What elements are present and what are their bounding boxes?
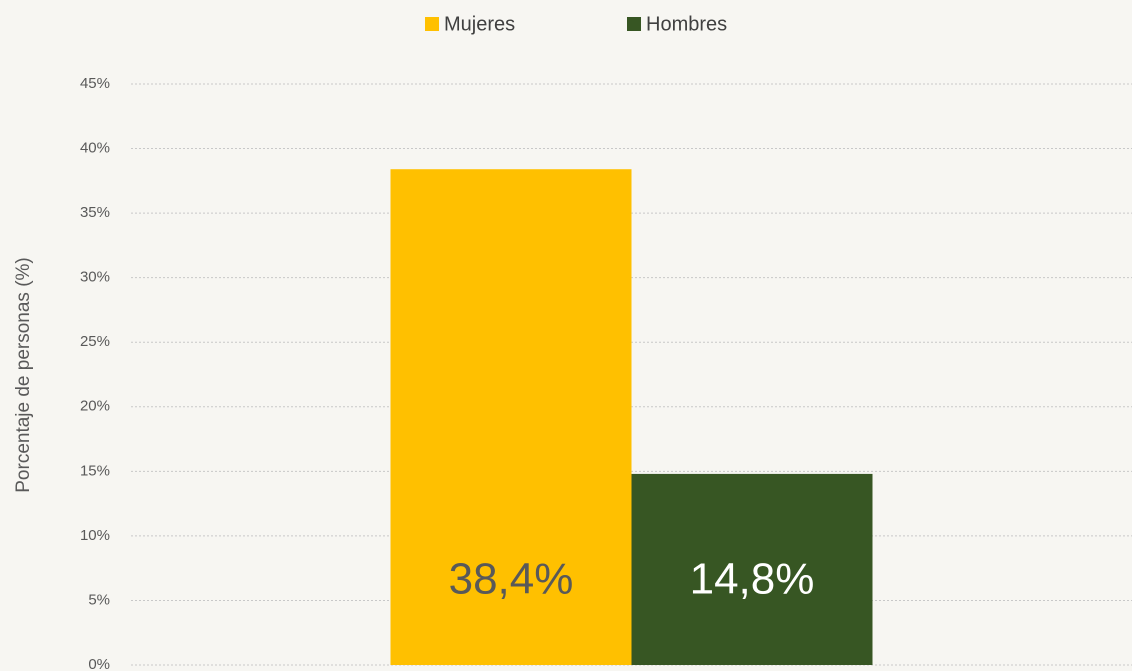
bar — [631, 473, 873, 665]
y-tick-label: 30% — [80, 269, 110, 286]
y-tick-label: 20% — [80, 398, 110, 415]
y-tick-label: 15% — [80, 462, 110, 479]
y-tick-label: 0% — [88, 656, 110, 671]
value-label: 38,4% — [449, 555, 574, 604]
y-axis-label: Porcentaje de personas (%) — [13, 257, 34, 493]
legend-label: Hombres — [646, 13, 727, 35]
y-tick-label: 35% — [80, 204, 110, 221]
legend-label: Mujeres — [444, 13, 515, 35]
value-label: 14,8% — [690, 555, 815, 604]
legend-swatch — [425, 17, 439, 31]
y-tick-label: 40% — [80, 140, 110, 157]
y-tick-label: 10% — [80, 527, 110, 544]
legend-swatch — [627, 17, 641, 31]
bar — [390, 169, 632, 666]
y-tick-label: 25% — [80, 333, 110, 350]
y-tick-label: 5% — [88, 591, 110, 608]
y-tick-label: 45% — [80, 75, 110, 92]
